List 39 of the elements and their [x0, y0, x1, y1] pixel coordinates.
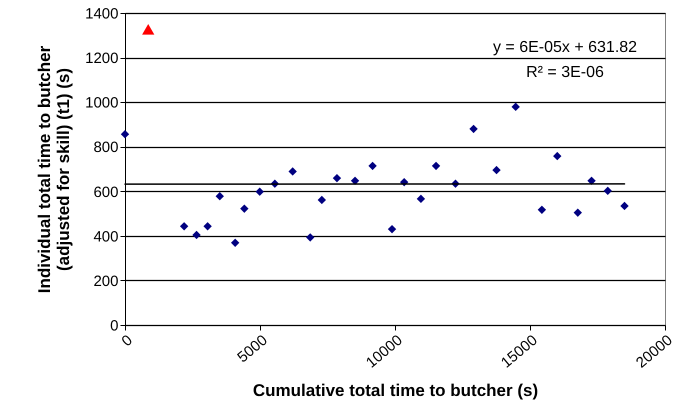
point: [192, 230, 201, 240]
point: [180, 222, 188, 230]
y-tick-label: 600: [93, 184, 118, 201]
point: [538, 206, 546, 214]
y-tick-label: 200: [93, 272, 118, 290]
y-tick-label: 1000: [85, 94, 118, 112]
point: [553, 152, 562, 160]
point: [574, 208, 582, 217]
point: [350, 176, 360, 185]
point: [216, 192, 224, 200]
x-axis-title: Cumulative total time to butcher (s): [252, 380, 538, 400]
point: [318, 196, 326, 204]
annotation: R² = 3E-06: [526, 64, 604, 81]
y-axis-title: Individual total time to butcher (adjusted for skill) (t1) (s): [35, 45, 74, 294]
point: [368, 162, 377, 170]
y-tick-label: 0: [110, 318, 118, 334]
y-tick-label: 400: [93, 228, 118, 246]
point: [256, 188, 264, 196]
point: [230, 238, 240, 247]
y-tick-label: 1200: [85, 50, 118, 68]
point: [388, 224, 396, 234]
x-tick-label: 0: [118, 332, 136, 350]
point: [288, 167, 297, 176]
annotation: y = 6E-05x + 631.82: [492, 39, 638, 56]
point: [469, 124, 478, 134]
y-tick-label: 1400: [85, 6, 118, 22]
point: [120, 130, 130, 138]
point: [142, 24, 154, 35]
y-tick-label: 800: [93, 139, 118, 156]
point: [416, 194, 426, 204]
point: [332, 174, 342, 182]
point: [203, 222, 212, 230]
point: [492, 166, 501, 174]
point: [620, 202, 629, 210]
point: [306, 233, 314, 242]
point: [240, 204, 249, 213]
point: [604, 186, 612, 196]
point: [512, 102, 520, 112]
point: [432, 162, 440, 170]
